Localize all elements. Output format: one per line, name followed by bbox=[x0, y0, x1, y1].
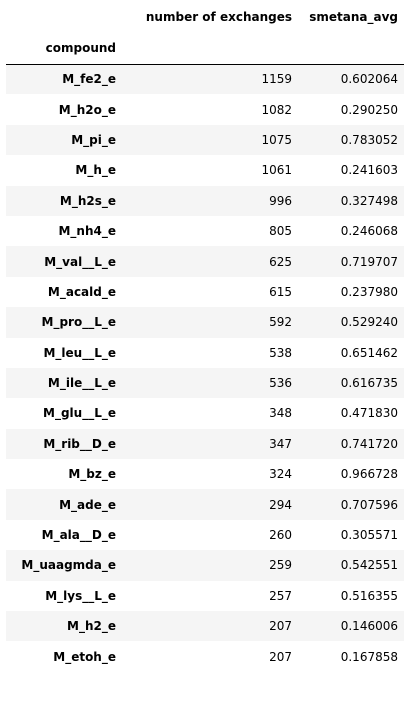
table-row: M_fe2_e 1159 0.602064 bbox=[6, 64, 404, 95]
cell-smetana-avg: 0.290250 bbox=[340, 102, 398, 117]
cell-smetana-avg: 0.966728 bbox=[340, 467, 398, 482]
table-row: M_h2_e 207 0.146006 bbox=[6, 611, 404, 642]
row-index-compound: M_leu__L_e bbox=[43, 345, 116, 360]
row-index-compound: M_rib__D_e bbox=[43, 436, 116, 451]
cell-smetana-avg: 0.719707 bbox=[340, 254, 398, 269]
row-index-compound: M_fe2_e bbox=[62, 72, 116, 87]
row-index-compound: M_val__L_e bbox=[44, 254, 116, 269]
cell-number-of-exchanges: 207 bbox=[269, 619, 292, 634]
cell-smetana-avg: 0.167858 bbox=[340, 649, 398, 664]
table-row: M_lys__L_e 257 0.516355 bbox=[6, 580, 404, 612]
row-index-compound: M_h2o_e bbox=[58, 102, 116, 117]
column-header-exchanges: number of exchanges bbox=[145, 10, 292, 24]
table-row: M_bz_e 324 0.966728 bbox=[6, 459, 404, 490]
row-index-compound: M_etoh_e bbox=[53, 649, 116, 664]
cell-number-of-exchanges: 996 bbox=[269, 193, 292, 208]
blank-index-cell bbox=[298, 34, 404, 64]
cell-number-of-exchanges: 260 bbox=[269, 528, 292, 543]
table-row: M_nh4_e 805 0.246068 bbox=[6, 215, 404, 247]
row-index-compound: M_h2s_e bbox=[59, 193, 116, 208]
cell-number-of-exchanges: 347 bbox=[269, 436, 292, 451]
cell-number-of-exchanges: 592 bbox=[269, 315, 292, 330]
cell-smetana-avg: 0.146006 bbox=[340, 619, 398, 634]
cell-number-of-exchanges: 207 bbox=[269, 649, 292, 664]
row-index-compound: M_pi_e bbox=[71, 132, 116, 147]
table-row: M_h2s_e 996 0.327498 bbox=[6, 185, 404, 216]
table-row: M_val__L_e 625 0.719707 bbox=[6, 246, 404, 277]
column-header-row: number of exchanges smetana_avg bbox=[6, 0, 404, 34]
row-index-compound: M_h_e bbox=[75, 163, 116, 178]
cell-smetana-avg: 0.246068 bbox=[340, 224, 398, 239]
cell-smetana-avg: 0.602064 bbox=[340, 72, 398, 87]
cell-number-of-exchanges: 1159 bbox=[261, 72, 292, 87]
cell-smetana-avg: 0.237980 bbox=[340, 284, 398, 299]
table-row: M_glu__L_e 348 0.471830 bbox=[6, 398, 404, 429]
index-name-row: compound bbox=[6, 34, 404, 64]
cell-number-of-exchanges: 805 bbox=[269, 224, 292, 239]
blank-corner-cell bbox=[6, 0, 122, 34]
column-header-smetana-avg: smetana_avg bbox=[309, 10, 398, 24]
table-row: M_h_e 1061 0.241603 bbox=[6, 155, 404, 186]
row-index-compound: M_acald_e bbox=[47, 284, 116, 299]
cell-number-of-exchanges: 625 bbox=[269, 254, 292, 269]
cell-smetana-avg: 0.651462 bbox=[340, 345, 398, 360]
table-row: M_uaagmda_e 259 0.542551 bbox=[6, 550, 404, 581]
cell-number-of-exchanges: 324 bbox=[269, 467, 292, 482]
table-row: M_pi_e 1075 0.783052 bbox=[6, 124, 404, 156]
dataframe-table: number of exchanges smetana_avg compound… bbox=[6, 0, 404, 672]
table-row: M_etoh_e 207 0.167858 bbox=[6, 641, 404, 672]
row-index-compound: M_pro__L_e bbox=[41, 315, 116, 330]
table-body: M_fe2_e 1159 0.602064 M_h2o_e 1082 0.290250 M_… bbox=[6, 64, 404, 672]
cell-number-of-exchanges: 1061 bbox=[261, 163, 292, 178]
blank-index-cell bbox=[122, 34, 298, 64]
cell-number-of-exchanges: 536 bbox=[269, 376, 292, 391]
cell-number-of-exchanges: 1082 bbox=[261, 102, 292, 117]
row-index-compound: M_uaagmda_e bbox=[21, 558, 116, 573]
cell-smetana-avg: 0.783052 bbox=[340, 132, 398, 147]
cell-number-of-exchanges: 259 bbox=[269, 558, 292, 573]
table-row: M_ile__L_e 536 0.616735 bbox=[6, 367, 404, 399]
cell-smetana-avg: 0.707596 bbox=[340, 497, 398, 512]
cell-number-of-exchanges: 615 bbox=[269, 284, 292, 299]
table-header: number of exchanges smetana_avg compound bbox=[6, 0, 404, 64]
table-row: M_pro__L_e 592 0.529240 bbox=[6, 307, 404, 338]
row-index-compound: M_bz_e bbox=[68, 467, 116, 482]
cell-number-of-exchanges: 348 bbox=[269, 406, 292, 421]
cell-smetana-avg: 0.741720 bbox=[340, 436, 398, 451]
cell-smetana-avg: 0.471830 bbox=[340, 406, 398, 421]
table-row: M_h2o_e 1082 0.290250 bbox=[6, 94, 404, 125]
cell-number-of-exchanges: 538 bbox=[269, 345, 292, 360]
row-index-compound: M_nh4_e bbox=[58, 224, 116, 239]
cell-smetana-avg: 0.616735 bbox=[340, 376, 398, 391]
cell-number-of-exchanges: 294 bbox=[269, 497, 292, 512]
table-row: M_acald_e 615 0.237980 bbox=[6, 276, 404, 308]
index-name-compound: compound bbox=[45, 40, 116, 55]
row-index-compound: M_ala__D_e bbox=[41, 528, 116, 543]
row-index-compound: M_h2_e bbox=[67, 619, 116, 634]
row-index-compound: M_glu__L_e bbox=[43, 406, 116, 421]
row-index-compound: M_ade_e bbox=[59, 497, 116, 512]
table-row: M_ala__D_e 260 0.305571 bbox=[6, 519, 404, 551]
table-row: M_ade_e 294 0.707596 bbox=[6, 489, 404, 520]
table-row: M_leu__L_e 538 0.651462 bbox=[6, 337, 404, 368]
cell-smetana-avg: 0.529240 bbox=[340, 315, 398, 330]
cell-number-of-exchanges: 257 bbox=[269, 588, 292, 603]
cell-smetana-avg: 0.542551 bbox=[340, 558, 398, 573]
cell-smetana-avg: 0.327498 bbox=[340, 193, 398, 208]
row-index-compound: M_lys__L_e bbox=[45, 588, 116, 603]
cell-smetana-avg: 0.516355 bbox=[340, 588, 398, 603]
cell-number-of-exchanges: 1075 bbox=[261, 132, 292, 147]
row-index-compound: M_ile__L_e bbox=[47, 376, 116, 391]
cell-smetana-avg: 0.241603 bbox=[340, 163, 398, 178]
table-row: M_rib__D_e 347 0.741720 bbox=[6, 428, 404, 460]
cell-smetana-avg: 0.305571 bbox=[340, 528, 398, 543]
